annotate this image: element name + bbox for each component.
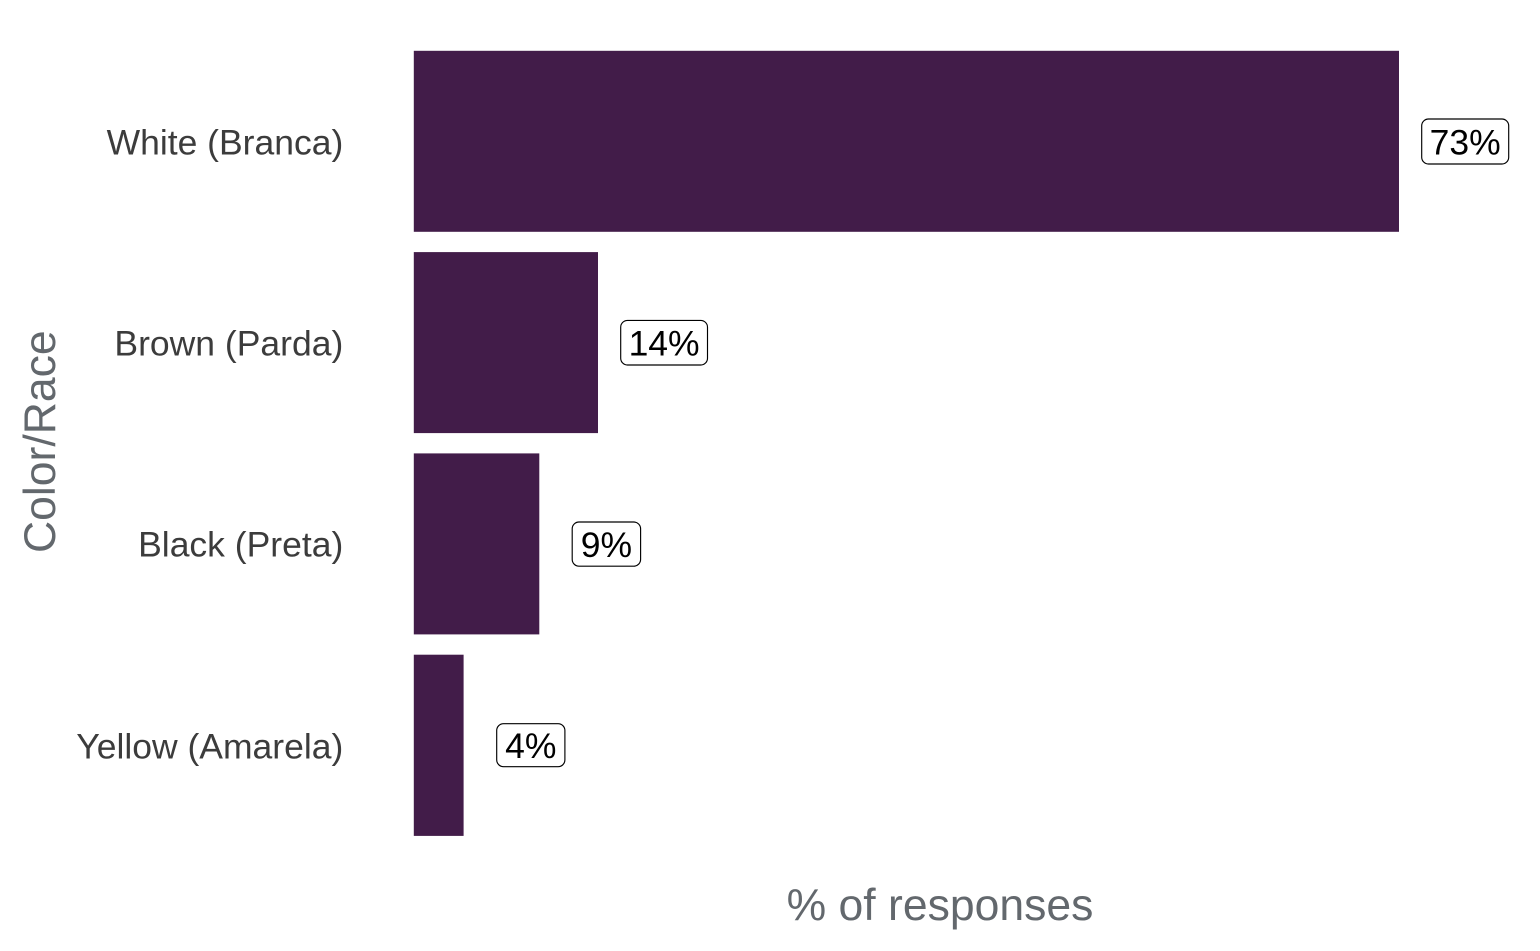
svg-text:Brown (Parda): Brown (Parda) [114,324,343,364]
svg-text:White (Branca): White (Branca) [107,122,344,162]
svg-text:73%: 73% [1430,123,1501,163]
svg-text:Color/Race: Color/Race [16,330,65,553]
svg-text:14%: 14% [629,324,700,364]
svg-text:Black (Preta): Black (Preta) [138,525,343,565]
svg-text:9%: 9% [581,525,632,565]
svg-text:% of responses: % of responses [787,881,1094,930]
svg-text:Yellow (Amarela): Yellow (Amarela) [76,727,343,767]
svg-text:4%: 4% [505,726,556,766]
